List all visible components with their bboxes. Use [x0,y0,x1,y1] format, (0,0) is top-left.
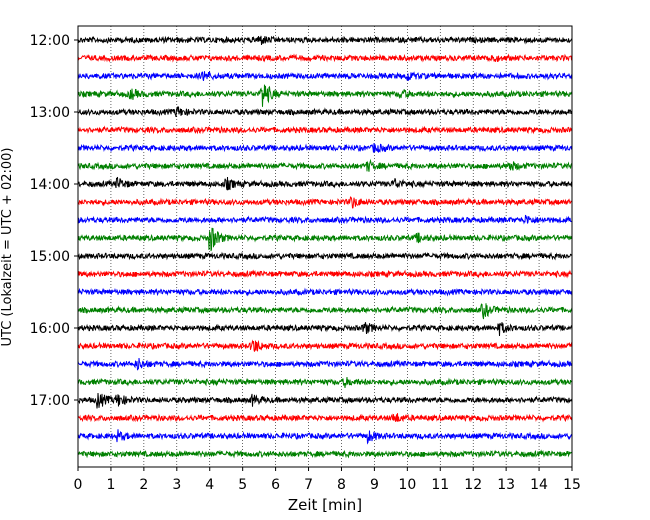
x-tick-label: 12 [464,477,482,493]
trace-1230 [77,70,573,81]
x-tick-label: 13 [497,477,515,493]
trace-1430 [77,214,573,225]
x-tick-label: 15 [563,477,581,493]
x-tick-label: 4 [205,477,214,493]
x-tick-label: 14 [530,477,548,493]
seismic-traces [77,35,573,459]
trace-1745 [77,449,573,459]
x-tick-label: 1 [106,477,115,493]
trace-1215 [77,53,573,63]
plot-frame [77,25,573,468]
trace-1615 [77,339,573,352]
x-tick-label: 3 [172,477,181,493]
trace-1315 [77,125,573,135]
y-tick-label: 16:00 [30,321,70,337]
trace-1645 [77,376,573,388]
y-tick-label: 17:00 [30,393,70,409]
x-tick-label: 10 [398,477,416,493]
trace-1530 [77,287,573,297]
y-tick-label: 13:00 [30,105,70,121]
trace-1200 [77,35,573,46]
trace-1600 [77,322,573,336]
x-tick-label: 5 [238,477,247,493]
trace-1630 [77,357,573,371]
y-axis-label: UTC (Lokalzeit = UTC + 02:00) [0,148,15,347]
trace-1415 [77,196,573,209]
x-tick-label: 9 [370,477,379,493]
trace-1400 [77,176,573,191]
trace-1445 [77,227,573,252]
trace-1500 [77,251,573,261]
x-tick-label: 2 [139,477,148,493]
x-tick-label: 6 [271,477,280,493]
trace-1545 [77,303,573,320]
x-axis-label: Zeit [min] [288,496,362,514]
x-tick-label: 8 [337,477,346,493]
trace-1245 [77,84,573,107]
trace-1730 [77,429,573,445]
trace-1300 [77,105,573,118]
trace-1715 [77,413,573,423]
y-axis-ticks: 12:00 13:00 14:00 15:00 16:00 17:00 [30,33,78,409]
x-tick-label: 7 [304,477,313,493]
x-tick-label: 0 [74,477,83,493]
trace-1330 [77,143,573,153]
x-axis-ticks: 0 1 2 3 4 5 6 7 8 9 10 11 12 13 14 15 [74,467,581,493]
x-tick-label: 11 [431,477,449,493]
trace-1515 [77,269,573,279]
y-tick-label: 14:00 [30,177,70,193]
trace-1345 [77,158,573,172]
trace-1700 [77,393,573,409]
y-tick-label: 15:00 [30,249,70,265]
y-tick-label: 12:00 [30,33,70,49]
